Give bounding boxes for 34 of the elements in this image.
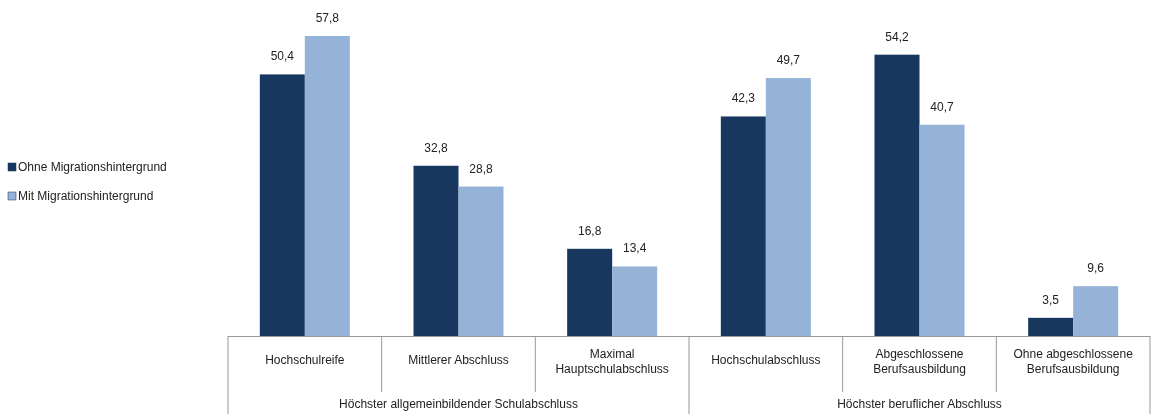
bar	[874, 54, 920, 336]
bar	[259, 74, 305, 336]
x-tick-label: Mittlerer Abschluss	[408, 353, 509, 367]
bar	[1073, 286, 1119, 336]
legend-label: Mit Migrationshintergrund	[18, 189, 154, 203]
data-label: 42,3	[731, 91, 756, 106]
bar	[413, 165, 459, 336]
bar	[720, 116, 766, 336]
data-label: 16,8	[577, 223, 602, 238]
data-label: 40,7	[930, 99, 954, 114]
x-tick-label: Ohne abgeschlossene Berufsausbildung	[1013, 347, 1134, 376]
legend-label: Ohne Migrationshintergrund	[18, 160, 167, 174]
x-tick-label: Hochschulreife	[265, 353, 345, 367]
data-label: 50,4	[270, 49, 295, 64]
data-label: 9,6	[1087, 261, 1105, 276]
bar	[1028, 317, 1074, 336]
bar	[765, 78, 811, 336]
bar	[458, 186, 504, 336]
data-label: 32,8	[424, 140, 448, 155]
bar	[567, 248, 613, 336]
data-label: 3,5	[1042, 292, 1060, 307]
data-label: 49,7	[776, 53, 801, 68]
x-tick-label: Hochschulabschluss	[711, 353, 821, 367]
data-label: 54,2	[885, 29, 909, 44]
bar	[919, 124, 965, 336]
text: Höchster allgemeinbildender Schulabschluss	[339, 397, 578, 411]
text: Höchster beruflicher Abschluss	[837, 397, 1002, 411]
x-tick-label: Maximal Hauptschulabschluss	[555, 347, 669, 376]
data-label: 57,8	[315, 11, 340, 25]
data-label: 28,8	[469, 161, 493, 176]
bar	[304, 36, 350, 336]
x-tick-label: Abgeschlossene Berufsausbildung	[873, 347, 966, 376]
data-label: 13,4	[622, 241, 647, 256]
bar	[612, 266, 658, 336]
